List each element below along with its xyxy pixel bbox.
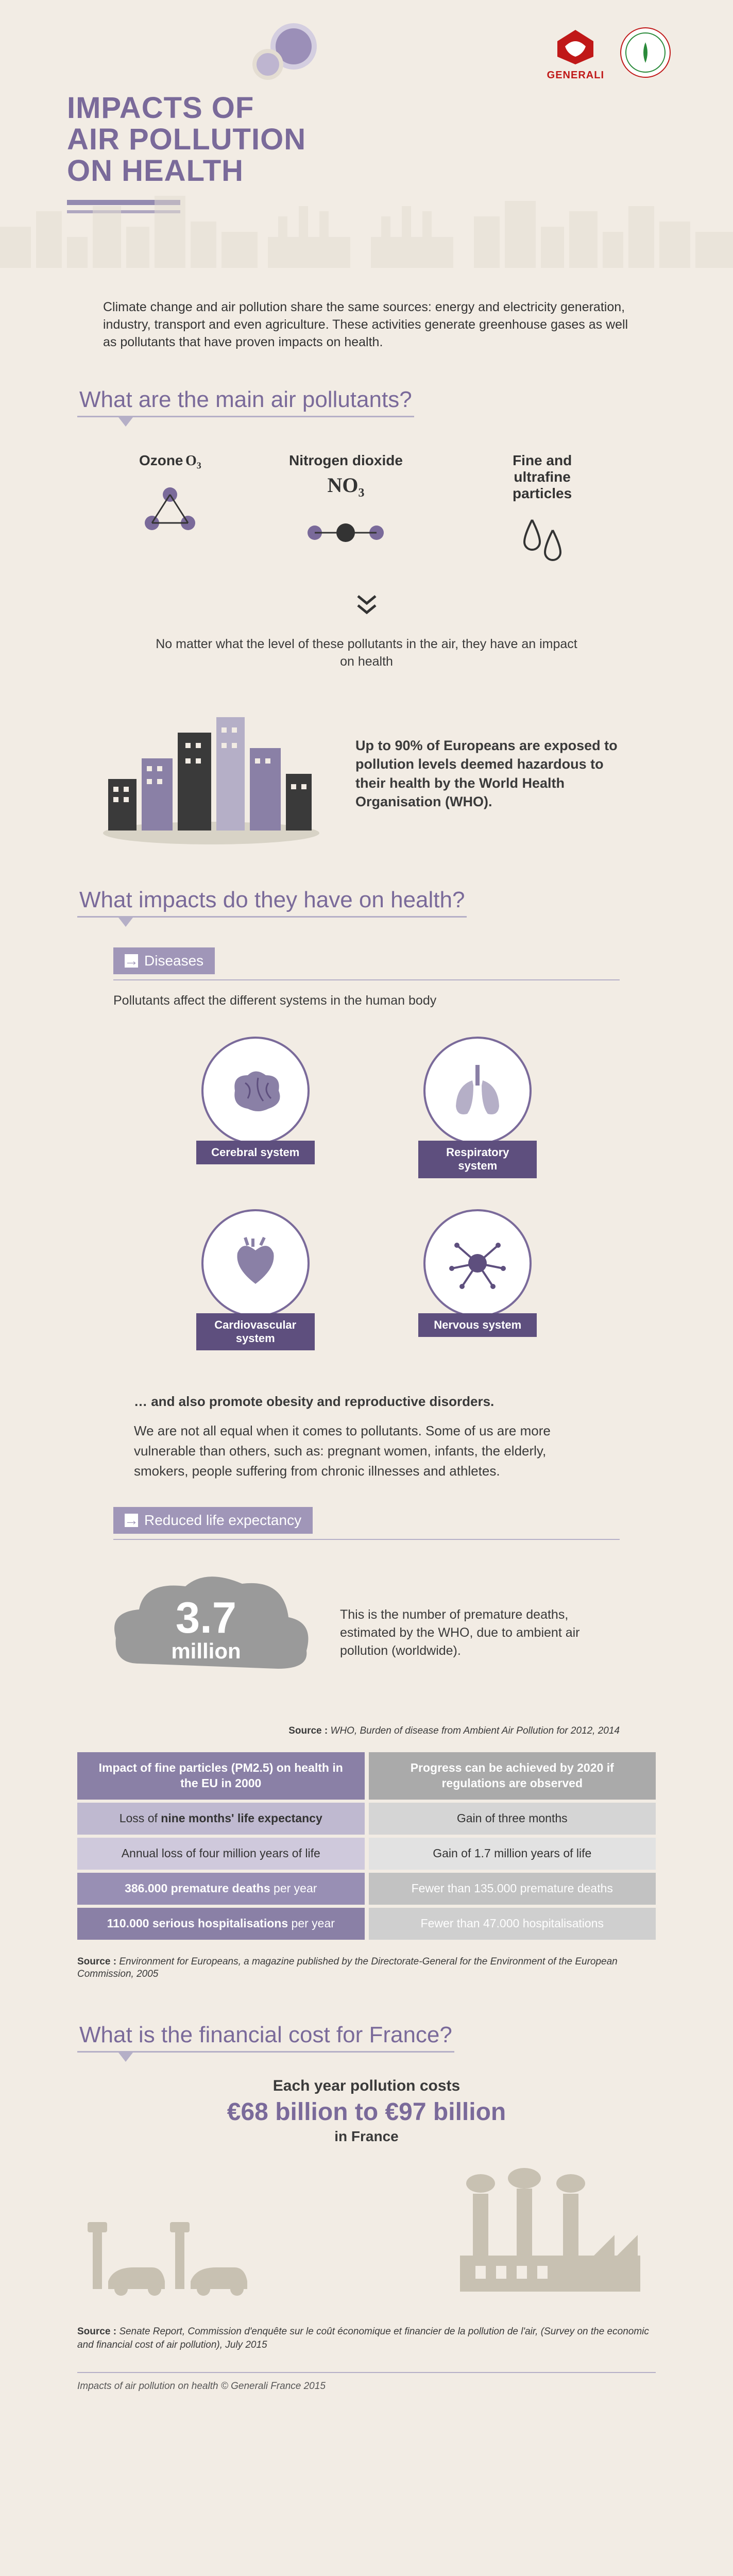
factory-icon xyxy=(439,2165,656,2299)
svg-text:3.7: 3.7 xyxy=(176,1594,236,1642)
tag-life-expectancy: → Reduced life expectancy xyxy=(113,1507,313,1534)
title-line-2: AIR POLLUTION xyxy=(67,123,306,156)
pollutants-row: Ozone O3 Nitrogen dioxide NO3 xyxy=(0,427,733,577)
brain-icon xyxy=(219,1062,292,1119)
who-stat-text: Up to 90% of Europeans are exposed to po… xyxy=(355,736,623,811)
table-row: Loss of nine months' life expectancy Gai… xyxy=(77,1803,656,1835)
charging-cars-icon xyxy=(77,2207,263,2299)
table-row: 110.000 serious hospitalisations per yea… xyxy=(77,1908,656,1940)
heart-icon xyxy=(222,1232,289,1294)
system-respiratory: Respiratory system xyxy=(418,1037,537,1178)
buildings-icon xyxy=(93,702,330,846)
brand-row: GENERALI xyxy=(547,26,671,81)
table-row: 386.000 premature deaths per year Fewer … xyxy=(77,1873,656,1905)
table-head-left: Impact of fine particles (PM2.5) on heal… xyxy=(77,1752,365,1800)
decorative-circles xyxy=(247,21,325,85)
system-cerebral: Cerebral system xyxy=(196,1037,315,1178)
cloud-source: Source : WHO, Burden of disease from Amb… xyxy=(0,1725,733,1747)
table-row: Annual loss of four million years of lif… xyxy=(77,1838,656,1870)
financial-block: Each year pollution costs €68 billion to… xyxy=(0,2062,733,2155)
disorders-text: … and also promote obesity and reproduct… xyxy=(0,1366,733,1486)
section-heading-pollutants: What are the main air pollutants? xyxy=(77,387,733,427)
title-line-1: IMPACTS OF xyxy=(67,91,254,125)
header: GENERALI IMPACTS OF AIR POLLUTION ON HEA… xyxy=(0,0,733,268)
who-row: Up to 90% of Europeans are exposed to po… xyxy=(0,671,733,867)
copyright: Impacts of air pollution on health © Gen… xyxy=(0,2381,733,2392)
partner-badge xyxy=(620,27,671,81)
skyline-icon xyxy=(0,175,733,268)
generali-logo: GENERALI xyxy=(547,26,604,81)
ozone-icon xyxy=(134,482,206,538)
system-cardio: Cardiovascular system xyxy=(196,1209,315,1351)
systems-grid: Cerebral system Respiratory system Cardi… xyxy=(0,1021,733,1366)
system-nervous: Nervous system xyxy=(418,1209,537,1351)
pollutant-particles: Fine and ultrafine particles xyxy=(486,452,599,566)
droplets-icon xyxy=(514,512,571,564)
pollutant-note: No matter what the level of these pollut… xyxy=(0,636,733,671)
chevron-down-icon xyxy=(0,592,733,620)
financial-source: Source : Senate Report, Commission d'enq… xyxy=(0,2315,733,2357)
svg-text:million: million xyxy=(171,1639,241,1663)
no3-icon xyxy=(299,515,392,551)
cloud-icon: 3.7 million xyxy=(103,1561,319,1705)
section-heading-impacts: What impacts do they have on health? xyxy=(77,887,733,927)
diseases-note: Pollutants affect the different systems … xyxy=(0,980,733,1021)
impact-table: Impact of fine particles (PM2.5) on heal… xyxy=(0,1747,733,1947)
table-head-right: Progress can be achieved by 2020 if regu… xyxy=(369,1752,656,1800)
pollutant-no3: Nitrogen dioxide NO3 xyxy=(289,452,403,566)
neuron-icon xyxy=(441,1232,514,1294)
arrow-right-icon: → xyxy=(125,1514,138,1527)
factory-row xyxy=(0,2155,733,2315)
cloud-row: 3.7 million This is the number of premat… xyxy=(0,1540,733,1725)
footer-rule xyxy=(77,2372,656,2373)
arrow-right-icon: → xyxy=(125,954,138,968)
pollutant-ozone: Ozone O3 xyxy=(134,452,206,566)
section-heading-financial: What is the financial cost for France? xyxy=(77,2022,733,2062)
table-source: Source : Environment for Europeans, a ma… xyxy=(0,1948,733,2002)
tag-diseases: → Diseases xyxy=(113,947,215,974)
lungs-icon xyxy=(441,1060,514,1122)
intro-text: Climate change and air pollution share t… xyxy=(0,268,733,366)
